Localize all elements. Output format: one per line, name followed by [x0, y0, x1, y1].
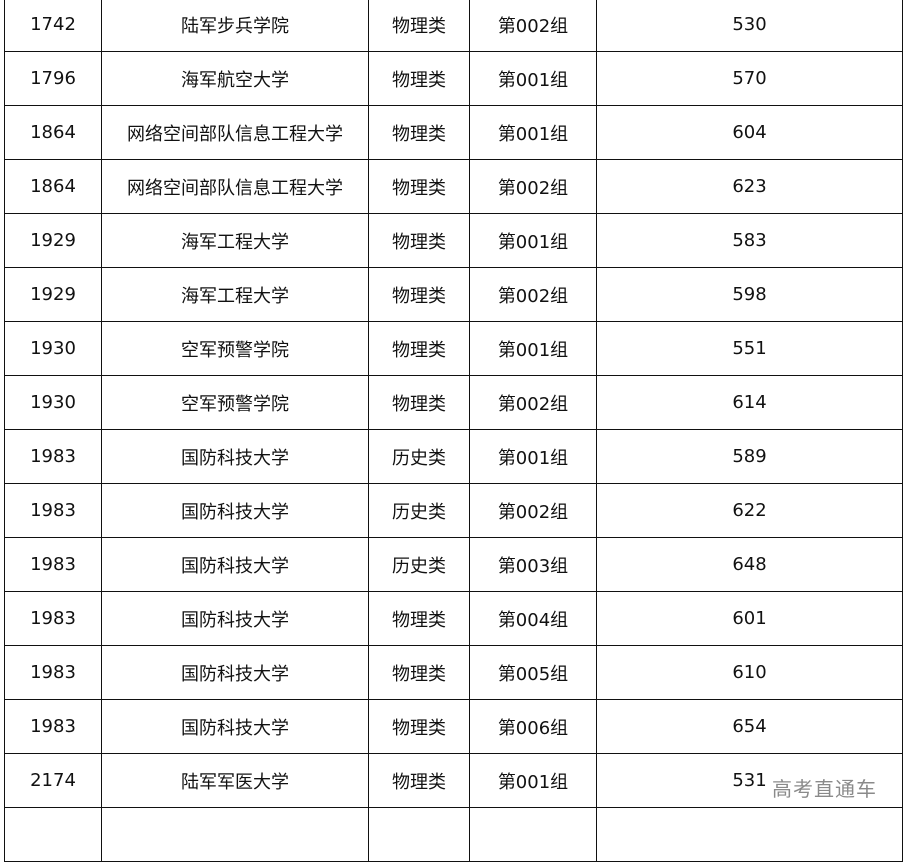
- school-name-cell: 空军预警学院: [101, 375, 369, 430]
- group-cell: 第002组: [469, 483, 597, 538]
- subject-category-cell: 物理类: [368, 51, 470, 106]
- subject-category-cell: 物理类: [368, 753, 470, 808]
- table-row: 2174 陆军军医大学 物理类 第001组 531: [4, 753, 903, 808]
- school-name-cell: 海军航空大学: [101, 51, 369, 106]
- table-row: 1983 国防科技大学 物理类 第006组 654: [4, 699, 903, 754]
- subject-category-cell: 物理类: [368, 321, 470, 376]
- group-cell: 第003组: [469, 537, 597, 592]
- school-name-cell: 国防科技大学: [101, 483, 369, 538]
- group-cell: 第001组: [469, 429, 597, 484]
- min-score-cell: 583: [596, 213, 903, 268]
- school-name-cell: 网络空间部队信息工程大学: [101, 105, 369, 160]
- watermark: 高考直通车: [772, 777, 877, 801]
- school-code-cell: [4, 807, 102, 862]
- school-name-cell: 空军预警学院: [101, 321, 369, 376]
- school-code-cell: 1864: [4, 105, 102, 160]
- min-score-cell: 604: [596, 105, 903, 160]
- table-row: 1929 海军工程大学 物理类 第002组 598: [4, 267, 903, 322]
- min-score-cell: 614: [596, 375, 903, 430]
- school-name-cell: 陆军军医大学: [101, 753, 369, 808]
- school-name-cell: 国防科技大学: [101, 591, 369, 646]
- group-cell: 第001组: [469, 51, 597, 106]
- subject-category-cell: 历史类: [368, 537, 470, 592]
- school-name-cell: 网络空间部队信息工程大学: [101, 159, 369, 214]
- table-row: 1930 空军预警学院 物理类 第001组 551: [4, 321, 903, 376]
- group-cell: [469, 807, 597, 862]
- school-code-cell: 1929: [4, 213, 102, 268]
- school-code-cell: 1864: [4, 159, 102, 214]
- subject-category-cell: 历史类: [368, 429, 470, 484]
- school-code-cell: 1983: [4, 537, 102, 592]
- table-row: 1983 国防科技大学 历史类 第001组 589: [4, 429, 903, 484]
- school-code-cell: 1930: [4, 375, 102, 430]
- subject-category-cell: 物理类: [368, 213, 470, 268]
- min-score-cell: 598: [596, 267, 903, 322]
- school-code-cell: 1983: [4, 645, 102, 700]
- subject-category-cell: 物理类: [368, 0, 470, 52]
- admission-score-table: 1742 陆军步兵学院 物理类 第002组 530 1796 海军航空大学 物理类 第001组 5…: [4, 0, 903, 862]
- min-score-cell: 622: [596, 483, 903, 538]
- school-name-cell: 陆军步兵学院: [101, 0, 369, 52]
- group-cell: 第002组: [469, 375, 597, 430]
- group-cell: 第002组: [469, 267, 597, 322]
- min-score-cell: 530: [596, 0, 903, 52]
- school-name-cell: 国防科技大学: [101, 645, 369, 700]
- school-code-cell: 1983: [4, 483, 102, 538]
- subject-category-cell: 物理类: [368, 105, 470, 160]
- group-cell: 第006组: [469, 699, 597, 754]
- school-code-cell: 1983: [4, 591, 102, 646]
- subject-category-cell: 历史类: [368, 483, 470, 538]
- school-code-cell: 1983: [4, 429, 102, 484]
- school-name-cell: 海军工程大学: [101, 213, 369, 268]
- min-score-cell: 648: [596, 537, 903, 592]
- min-score-cell: 654: [596, 699, 903, 754]
- subject-category-cell: 物理类: [368, 591, 470, 646]
- group-cell: 第004组: [469, 591, 597, 646]
- group-cell: 第001组: [469, 105, 597, 160]
- school-code-cell: 1930: [4, 321, 102, 376]
- subject-category-cell: 物理类: [368, 645, 470, 700]
- min-score-cell: 610: [596, 645, 903, 700]
- school-name-cell: [101, 807, 369, 862]
- min-score-cell: 623: [596, 159, 903, 214]
- group-cell: 第002组: [469, 159, 597, 214]
- table-row: 1930 空军预警学院 物理类 第002组 614: [4, 375, 903, 430]
- school-name-cell: 国防科技大学: [101, 429, 369, 484]
- group-cell: 第001组: [469, 753, 597, 808]
- group-cell: 第005组: [469, 645, 597, 700]
- group-cell: 第001组: [469, 321, 597, 376]
- table-row: 1796 海军航空大学 物理类 第001组 570: [4, 51, 903, 106]
- min-score-cell: 589: [596, 429, 903, 484]
- table-row: 1864 网络空间部队信息工程大学 物理类 第001组 604: [4, 105, 903, 160]
- table-row: 1929 海军工程大学 物理类 第001组 583: [4, 213, 903, 268]
- min-score-cell: [596, 807, 903, 862]
- school-name-cell: 国防科技大学: [101, 537, 369, 592]
- min-score-cell: 570: [596, 51, 903, 106]
- table-row: 1742 陆军步兵学院 物理类 第002组 530: [4, 0, 903, 52]
- school-code-cell: 1742: [4, 0, 102, 52]
- min-score-cell: 531: [596, 753, 903, 808]
- school-name-cell: 海军工程大学: [101, 267, 369, 322]
- school-name-cell: 国防科技大学: [101, 699, 369, 754]
- table-row: 1983 国防科技大学 物理类 第004组 601: [4, 591, 903, 646]
- group-cell: 第001组: [469, 213, 597, 268]
- school-code-cell: 1796: [4, 51, 102, 106]
- subject-category-cell: 物理类: [368, 699, 470, 754]
- min-score-cell: 601: [596, 591, 903, 646]
- subject-category-cell: [368, 807, 470, 862]
- table-row: 1983 国防科技大学 历史类 第002组 622: [4, 483, 903, 538]
- school-code-cell: 1983: [4, 699, 102, 754]
- min-score-cell: 551: [596, 321, 903, 376]
- school-code-cell: 1929: [4, 267, 102, 322]
- table-row: [4, 807, 903, 862]
- school-code-cell: 2174: [4, 753, 102, 808]
- subject-category-cell: 物理类: [368, 159, 470, 214]
- table-row: 1864 网络空间部队信息工程大学 物理类 第002组 623: [4, 159, 903, 214]
- table-row: 1983 国防科技大学 物理类 第005组 610: [4, 645, 903, 700]
- subject-category-cell: 物理类: [368, 267, 470, 322]
- group-cell: 第002组: [469, 0, 597, 52]
- table-row: 1983 国防科技大学 历史类 第003组 648: [4, 537, 903, 592]
- subject-category-cell: 物理类: [368, 375, 470, 430]
